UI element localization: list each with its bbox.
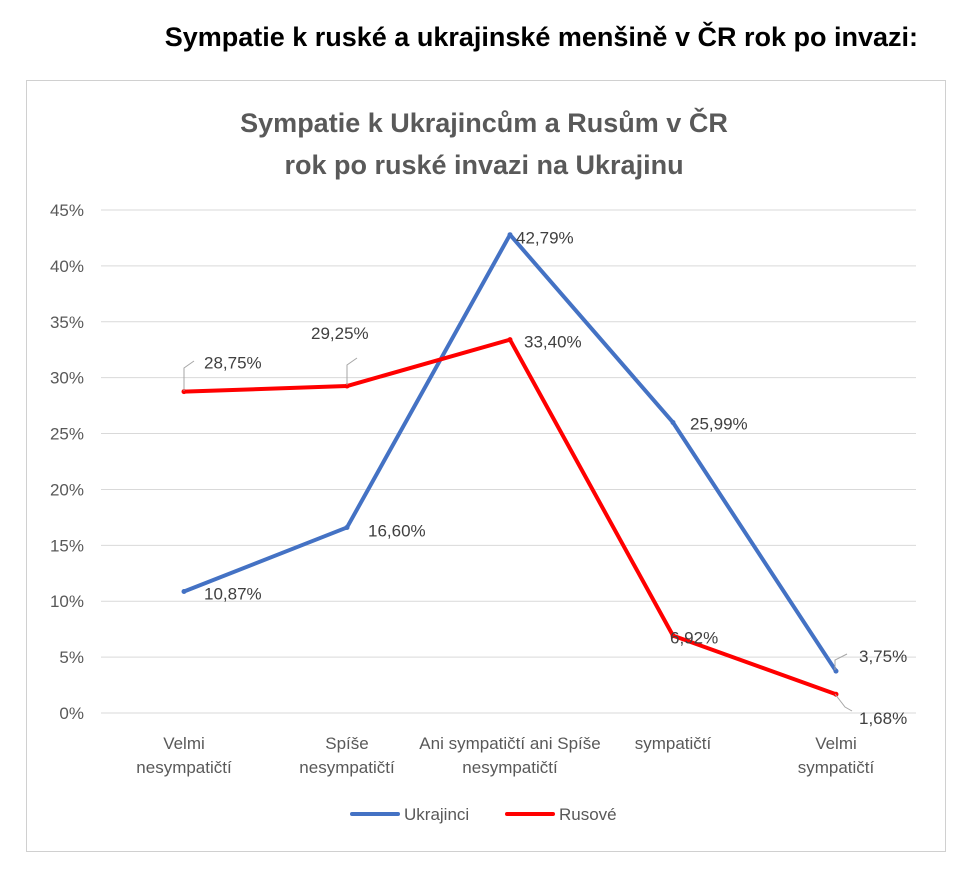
label-leader-line (834, 693, 853, 712)
x-tick-label: Velmi (163, 734, 205, 753)
data-point (344, 524, 350, 530)
data-label: 3,75% (859, 647, 907, 666)
data-point (670, 633, 676, 639)
x-tick-label: Spíše (325, 734, 368, 753)
x-tick-label: sympatičtí (635, 734, 712, 753)
y-tick-label: 15% (50, 536, 84, 555)
data-label: 42,79% (516, 229, 574, 248)
data-label: 1,68% (859, 709, 907, 728)
data-label: 33,40% (524, 333, 582, 352)
data-label: 28,75% (204, 354, 262, 373)
y-tick-label: 40% (50, 257, 84, 276)
data-point (833, 691, 839, 697)
data-label: 16,60% (368, 521, 426, 540)
y-tick-label: 25% (50, 425, 84, 444)
data-point (181, 588, 187, 594)
data-label: 25,99% (690, 414, 748, 433)
chart-frame (26, 80, 946, 852)
y-tick-label: 35% (50, 313, 84, 332)
data-point (507, 232, 513, 238)
data-point (181, 389, 187, 395)
legend-label: Rusové (559, 805, 617, 824)
data-label: 29,25% (311, 324, 369, 343)
x-tick-label: nesympatičtí (299, 758, 395, 777)
y-tick-label: 20% (50, 480, 84, 499)
label-leader-line (183, 360, 195, 391)
series-line (182, 337, 838, 697)
y-tick-label: 10% (50, 592, 84, 611)
y-tick-label: 30% (50, 369, 84, 388)
data-label: 10,87% (204, 584, 262, 603)
data-label: 6,92% (670, 629, 718, 648)
data-point (670, 419, 676, 425)
label-leader-line (834, 653, 848, 670)
y-tick-label: 45% (50, 201, 84, 220)
x-tick-label: sympatičtí (798, 758, 875, 777)
y-tick-label: 5% (59, 648, 84, 667)
chart-title-line: Sympatie k Ukrajincům a Rusům v ČR (240, 107, 728, 138)
data-point (344, 383, 350, 389)
label-leader-line (346, 357, 358, 385)
y-tick-label: 0% (59, 704, 84, 723)
page-heading: Sympatie k ruské a ukrajinské menšině v … (164, 22, 918, 52)
series-line (182, 232, 838, 674)
x-tick-label: nesympatičtí (462, 758, 558, 777)
data-point (833, 668, 839, 674)
x-tick-label: Ani sympatičtí ani Spíše (419, 734, 600, 753)
data-point (507, 337, 513, 343)
chart-title-line: rok po ruské invazi na Ukrajinu (284, 150, 683, 180)
x-tick-label: nesympatičtí (136, 758, 232, 777)
x-tick-label: Velmi (815, 734, 857, 753)
legend-label: Ukrajinci (404, 805, 469, 824)
